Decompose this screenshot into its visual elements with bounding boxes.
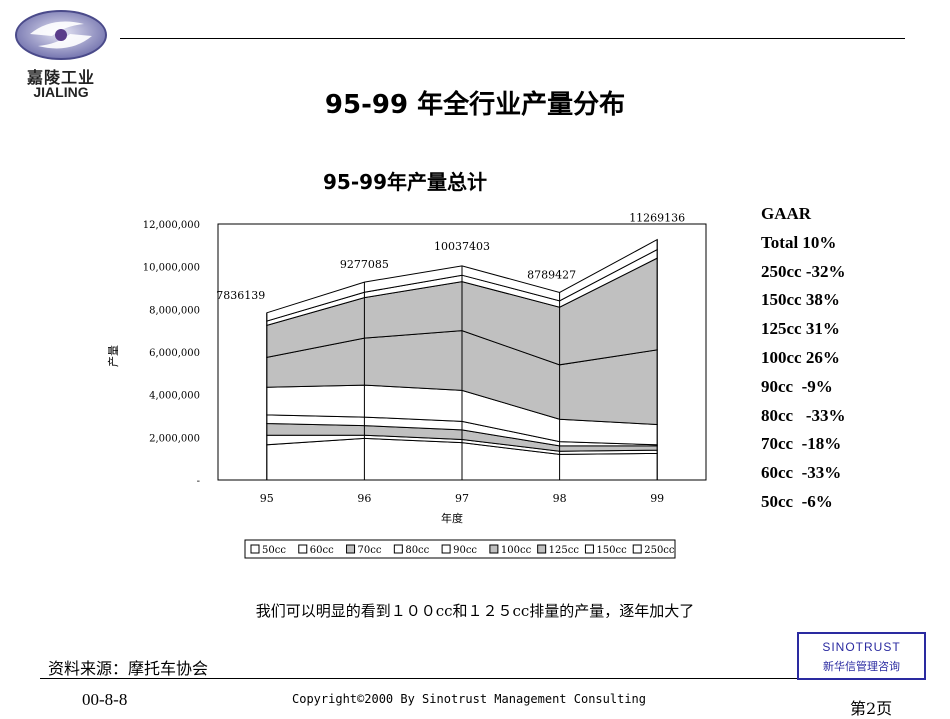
y-tick-label: 2,000,000 (149, 433, 200, 444)
total-label-99: 11269136 (629, 212, 685, 225)
footer-divider (40, 678, 900, 679)
y-tick-label: 8,000,000 (149, 305, 200, 316)
gaar-item-60cc: 60cc -33% (761, 463, 842, 483)
legend-entry-90cc: 90cc (453, 545, 477, 556)
legend-entry-100cc: 100cc (501, 545, 532, 556)
gaar-header: GAAR (761, 204, 812, 223)
legend-entry-125cc: 125cc (549, 545, 580, 556)
gaar-item-80cc: 80cc -33% (761, 405, 846, 425)
x-tick-label: 99 (650, 492, 664, 505)
header-divider (120, 38, 905, 39)
legend-entry-70cc: 70cc (358, 545, 382, 556)
gaar-item-250cc: 250cc -32% (761, 261, 846, 281)
chart-title: 95-99年产量总计 (323, 170, 487, 194)
y-axis-label: 产量 (106, 345, 120, 367)
y-tick-label: 10,000,000 (143, 263, 200, 274)
x-axis-label: 年度 (441, 511, 463, 525)
gaar-item-50cc: 50cc -6% (761, 491, 833, 511)
total-label-98: 8789427 (527, 268, 576, 281)
legend-swatch-100cc (489, 544, 499, 554)
x-tick-label: 97 (455, 492, 469, 505)
legend-entry-60cc: 60cc (310, 545, 334, 556)
legend-entry-250cc: 250cc (644, 545, 675, 556)
footer-date: 00-8-8 (82, 690, 128, 709)
page-number: 第2页 (850, 699, 893, 718)
x-tick-label: 96 (357, 492, 371, 505)
company-logo: 嘉陵工业 JIALING (12, 8, 110, 100)
legend-swatch-125cc (537, 544, 547, 554)
page-title: 95-99 年全行业产量分布 (324, 90, 626, 120)
logo-chinese-text: 嘉陵工业 (26, 68, 95, 87)
legend-entry-80cc: 80cc (405, 545, 429, 556)
legend-swatch-70cc (346, 544, 356, 554)
gaar-item-70cc: 70cc -18% (761, 434, 842, 454)
jialing-emblem-icon (15, 10, 107, 60)
x-tick-label: 95 (260, 492, 274, 505)
y-tick-label: 6,000,000 (149, 348, 200, 359)
legend-entry-50cc: 50cc (262, 545, 286, 556)
legend-entry-150cc: 150cc (596, 545, 627, 556)
logo-english-text: JIALING (33, 84, 89, 100)
badge-chinese: 新华信管理咨询 (823, 660, 900, 673)
total-label-97: 10037403 (434, 240, 490, 253)
x-tick-label: 98 (553, 492, 567, 505)
sinotrust-badge: SINOTRUST 新华信管理咨询 (797, 632, 926, 680)
legend-swatch-150cc (584, 544, 594, 554)
legend-swatch-50cc (250, 544, 260, 554)
legend-swatch-90cc (441, 544, 451, 554)
stacked-area-chart: 7836139 9277085 10037403 8789427 11269136 - 2,… (106, 212, 707, 559)
gaar-item-100cc: 100cc 26% (761, 347, 840, 367)
gaar-panel: GAAR Total 10% 250cc -32% 150cc 38% 125c… (761, 203, 941, 520)
footer-copyright: Copyright©2000 By Sinotrust Management C… (292, 692, 647, 706)
legend-swatch-60cc (298, 544, 308, 554)
gaar-item-125cc: 125cc 31% (761, 319, 840, 339)
y-tick-label: 4,000,000 (149, 391, 200, 402)
y-tick-label: - (197, 476, 200, 487)
badge-english: SINOTRUST (822, 640, 901, 654)
legend-swatch-80cc (393, 544, 403, 554)
total-label-95: 7836139 (216, 289, 265, 302)
gaar-item-total: Total 10% (761, 232, 837, 252)
gaar-item-90cc: 90cc -9% (761, 376, 833, 396)
gaar-item-150cc: 150cc 38% (761, 290, 840, 310)
conclusion-text: 我们可以明显的看到１００cc和１２５cc排量的产量，逐年加大了 (255, 602, 695, 620)
legend-swatch-250cc (632, 544, 642, 554)
y-tick-label: 12,000,000 (143, 220, 200, 231)
source-note: 资料来源：摩托车协会 (48, 659, 209, 678)
total-label-96: 9277085 (340, 258, 389, 271)
